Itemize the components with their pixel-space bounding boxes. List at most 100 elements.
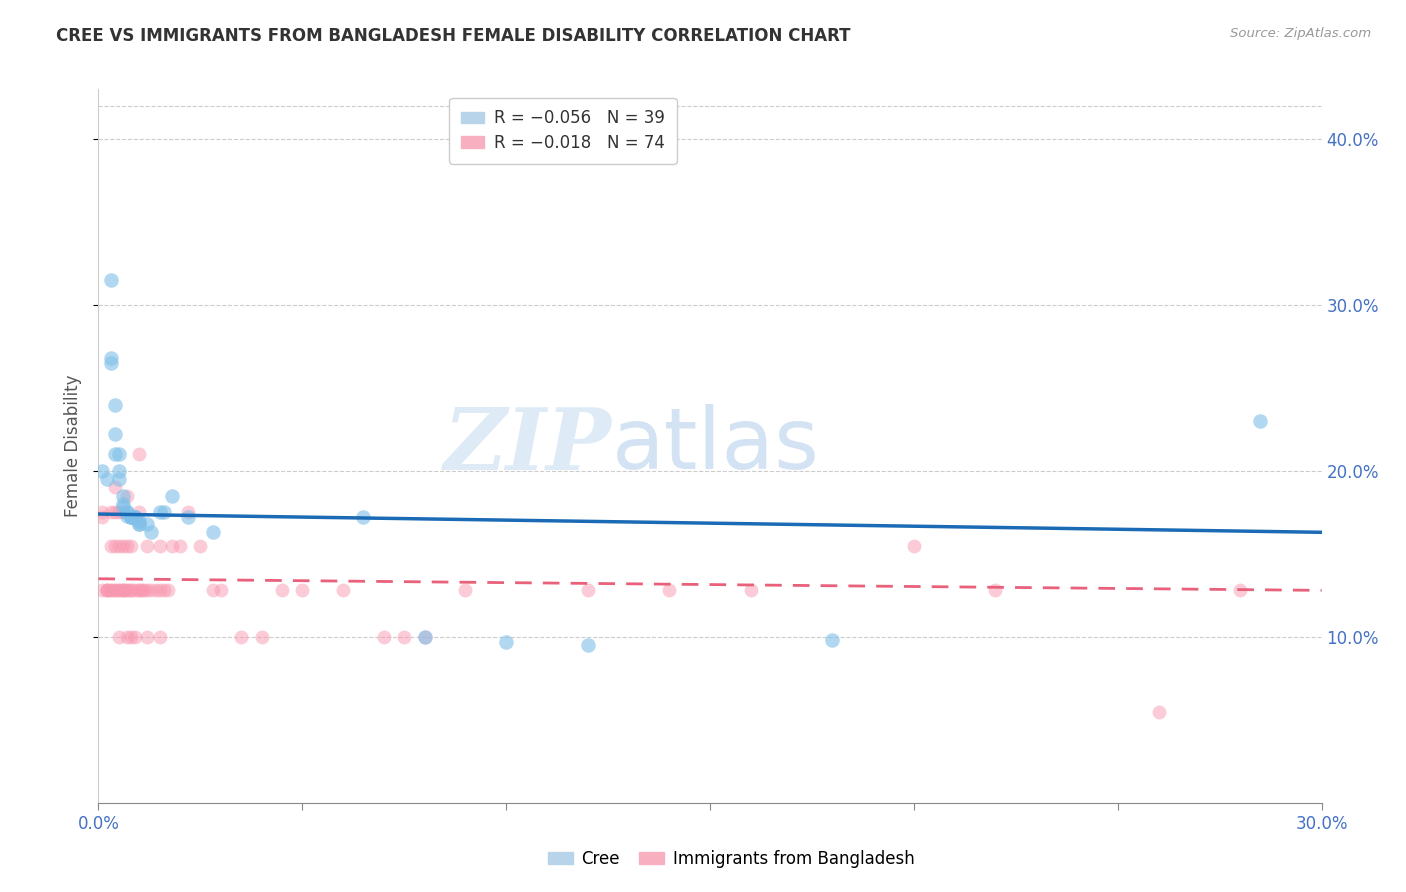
Point — [100, 351, 122, 365]
Point — [495, 635, 517, 649]
Point — [124, 510, 146, 524]
Point — [104, 539, 127, 553]
Point — [658, 583, 681, 598]
Point — [120, 583, 142, 598]
Point — [392, 630, 416, 644]
Point — [115, 505, 138, 519]
Text: atlas: atlas — [612, 404, 820, 488]
Point — [128, 505, 150, 519]
Legend: R = −0.056   N = 39, R = −0.018   N = 74: R = −0.056 N = 39, R = −0.018 N = 74 — [450, 97, 676, 163]
Point — [91, 510, 114, 524]
Point — [250, 630, 273, 644]
Point — [124, 510, 146, 524]
Point — [576, 638, 599, 652]
Point — [160, 489, 183, 503]
Point — [1249, 414, 1271, 428]
Point — [104, 583, 127, 598]
Point — [100, 356, 122, 370]
Point — [136, 583, 159, 598]
Point — [96, 583, 118, 598]
Point — [115, 489, 138, 503]
Point — [96, 583, 118, 598]
Point — [104, 583, 127, 598]
Point — [124, 510, 146, 524]
Point — [115, 539, 138, 553]
Legend: Cree, Immigrants from Bangladesh: Cree, Immigrants from Bangladesh — [541, 844, 921, 875]
Point — [128, 516, 150, 531]
Point — [104, 447, 127, 461]
Point — [188, 539, 212, 553]
Point — [169, 539, 191, 553]
Point — [104, 397, 127, 411]
Point — [120, 583, 142, 598]
Text: Source: ZipAtlas.com: Source: ZipAtlas.com — [1230, 27, 1371, 40]
Point — [149, 539, 172, 553]
Point — [576, 583, 599, 598]
Point — [156, 583, 179, 598]
Point — [201, 525, 224, 540]
Point — [91, 505, 114, 519]
Point — [128, 516, 150, 531]
Point — [108, 472, 131, 486]
Point — [115, 630, 138, 644]
Point — [152, 583, 174, 598]
Point — [201, 583, 224, 598]
Point — [111, 497, 134, 511]
Point — [115, 583, 138, 598]
Point — [136, 630, 159, 644]
Point — [111, 505, 134, 519]
Point — [136, 539, 159, 553]
Point — [903, 539, 925, 553]
Point — [413, 630, 436, 644]
Point — [115, 583, 138, 598]
Point — [100, 273, 122, 287]
Point — [115, 508, 138, 523]
Point — [104, 427, 127, 442]
Point — [100, 583, 122, 598]
Point — [821, 633, 844, 648]
Point — [740, 583, 762, 598]
Point — [152, 505, 174, 519]
Point — [120, 539, 142, 553]
Point — [96, 583, 118, 598]
Point — [128, 583, 150, 598]
Point — [104, 481, 127, 495]
Point — [120, 630, 142, 644]
Point — [100, 505, 122, 519]
Point — [332, 583, 354, 598]
Point — [91, 583, 114, 598]
Point — [111, 583, 134, 598]
Point — [115, 505, 138, 519]
Point — [136, 516, 159, 531]
Point — [111, 539, 134, 553]
Point — [1147, 705, 1170, 719]
Point — [270, 583, 294, 598]
Point — [209, 583, 232, 598]
Point — [352, 510, 374, 524]
Point — [145, 583, 167, 598]
Point — [91, 464, 114, 478]
Point — [108, 447, 131, 461]
Point — [108, 505, 131, 519]
Point — [149, 505, 172, 519]
Point — [100, 539, 122, 553]
Point — [373, 630, 395, 644]
Point — [108, 583, 131, 598]
Point — [132, 583, 155, 598]
Point — [120, 510, 142, 524]
Point — [141, 525, 163, 540]
Point — [108, 539, 131, 553]
Point — [413, 630, 436, 644]
Y-axis label: Female Disability: Female Disability — [65, 375, 83, 517]
Point — [1229, 583, 1251, 598]
Point — [108, 583, 131, 598]
Point — [984, 583, 1007, 598]
Point — [177, 505, 200, 519]
Point — [128, 514, 150, 528]
Point — [124, 630, 146, 644]
Point — [104, 505, 127, 519]
Point — [177, 510, 200, 524]
Point — [141, 583, 163, 598]
Point — [120, 510, 142, 524]
Point — [96, 472, 118, 486]
